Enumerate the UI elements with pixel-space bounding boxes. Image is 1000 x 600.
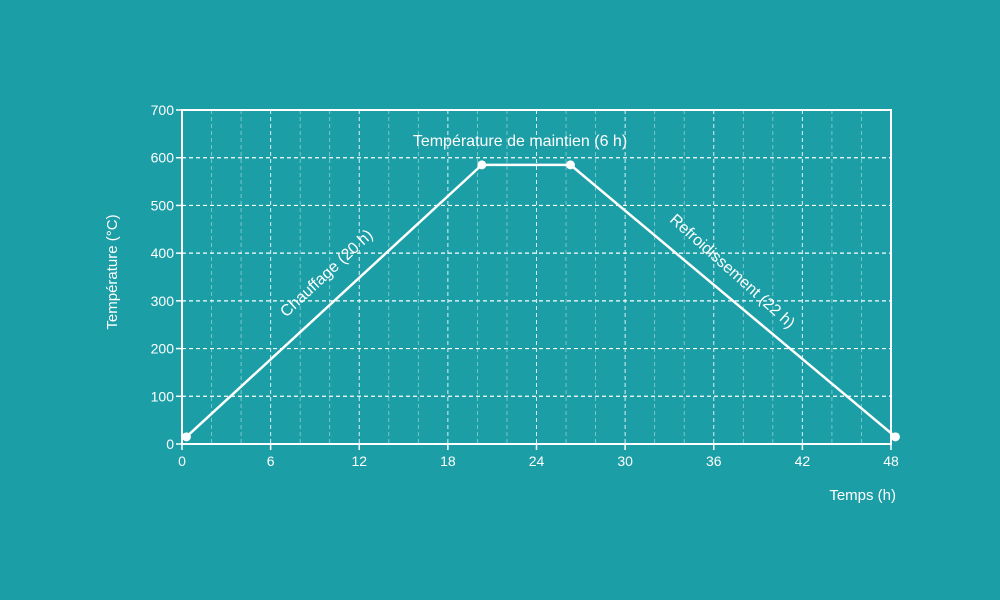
annotation-cooling: Refroidissement (22 h)	[666, 211, 798, 332]
x-tick-label: 30	[617, 453, 633, 469]
y-tick-label: 600	[151, 150, 175, 166]
data-point	[890, 432, 900, 442]
data-point	[181, 432, 191, 442]
grid	[182, 110, 891, 444]
x-axis-title: Temps (h)	[829, 487, 896, 504]
x-tick-label: 42	[795, 453, 811, 469]
y-tick-label: 700	[151, 102, 175, 118]
temperature-profile-line	[185, 163, 897, 438]
x-tick-label: 36	[706, 453, 722, 469]
x-axis-ticks: 0 6 12 18 24 30 36 42 48	[178, 444, 899, 469]
x-tick-label: 18	[440, 453, 456, 469]
y-tick-label: 200	[151, 341, 175, 357]
data-point	[477, 160, 487, 170]
y-axis-title: Température (°C)	[104, 214, 121, 329]
y-tick-label: 300	[151, 293, 175, 309]
y-tick-label: 500	[151, 197, 175, 213]
y-tick-label: 100	[151, 388, 175, 404]
y-tick-label: 400	[151, 245, 175, 261]
y-axis-ticks: 0 100 200 300 400 500 600 700	[151, 102, 182, 452]
x-tick-label: 12	[351, 453, 367, 469]
data-points	[181, 160, 900, 442]
y-tick-label: 0	[166, 436, 174, 452]
annotation-hold: Température de maintien (6 h)	[413, 133, 627, 150]
x-tick-label: 6	[267, 453, 275, 469]
x-tick-label: 0	[178, 453, 186, 469]
x-tick-label: 48	[883, 453, 899, 469]
x-tick-label: 24	[529, 453, 545, 469]
data-point	[565, 160, 575, 170]
